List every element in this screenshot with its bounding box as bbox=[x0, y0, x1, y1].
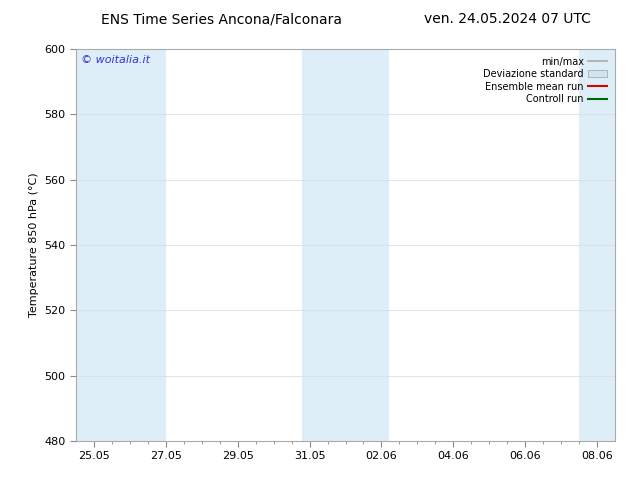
Text: © woitalia.it: © woitalia.it bbox=[81, 55, 150, 65]
Text: ENS Time Series Ancona/Falconara: ENS Time Series Ancona/Falconara bbox=[101, 12, 342, 26]
Bar bbox=[579, 49, 615, 441]
Text: ven. 24.05.2024 07 UTC: ven. 24.05.2024 07 UTC bbox=[424, 12, 591, 26]
Bar bbox=[76, 49, 166, 441]
Bar bbox=[302, 49, 389, 441]
Legend: min/max, Deviazione standard, Ensemble mean run, Controll run: min/max, Deviazione standard, Ensemble m… bbox=[481, 54, 610, 107]
Y-axis label: Temperature 850 hPa (°C): Temperature 850 hPa (°C) bbox=[29, 172, 39, 318]
